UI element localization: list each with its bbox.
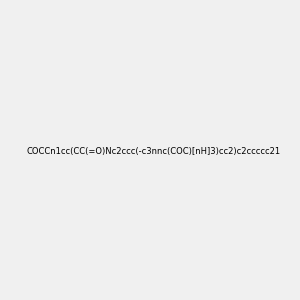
Text: COCCn1cc(CC(=O)Nc2ccc(-c3nnc(COC)[nH]3)cc2)c2ccccc21: COCCn1cc(CC(=O)Nc2ccc(-c3nnc(COC)[nH]3)c…	[27, 147, 281, 156]
